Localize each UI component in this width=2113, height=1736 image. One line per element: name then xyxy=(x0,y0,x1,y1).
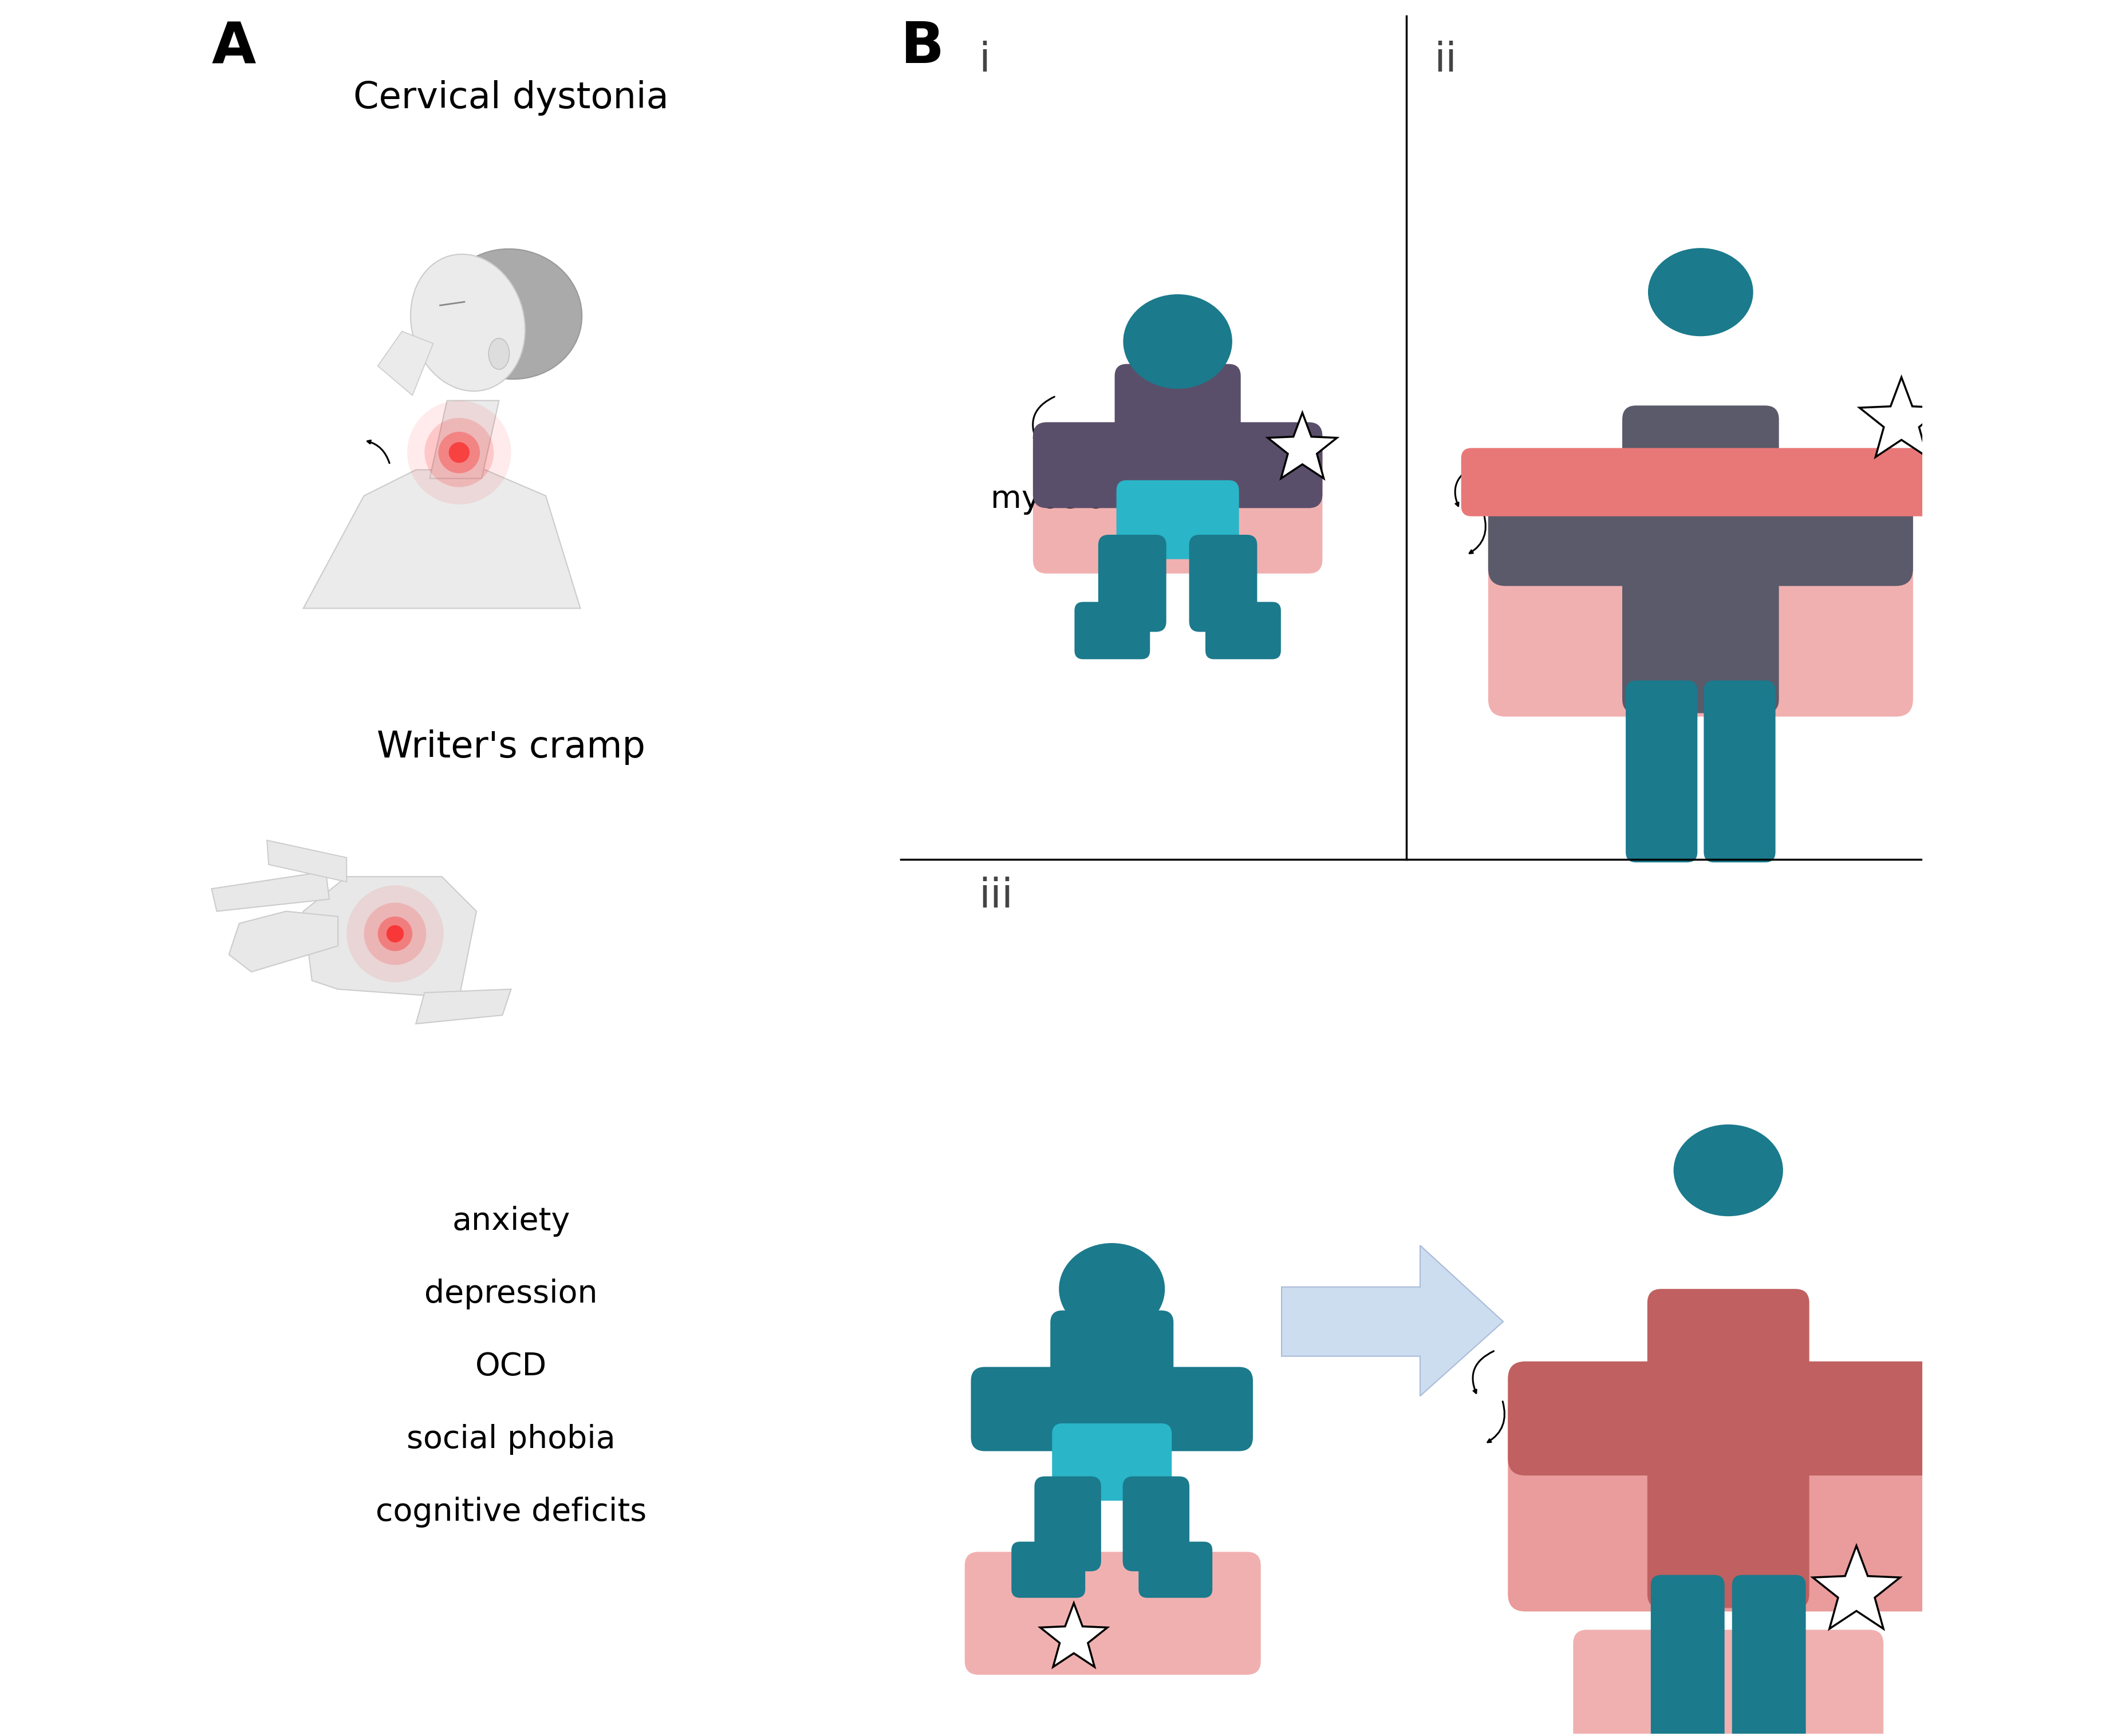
Text: OCD: OCD xyxy=(475,1351,547,1382)
FancyBboxPatch shape xyxy=(1116,481,1238,559)
Polygon shape xyxy=(378,332,433,396)
Polygon shape xyxy=(416,990,511,1024)
Polygon shape xyxy=(429,401,499,479)
FancyBboxPatch shape xyxy=(1122,1476,1190,1571)
Polygon shape xyxy=(1040,1602,1107,1667)
FancyBboxPatch shape xyxy=(1648,1288,1809,1608)
FancyBboxPatch shape xyxy=(1488,503,1912,717)
Text: A: A xyxy=(211,19,256,75)
Text: B: B xyxy=(900,19,945,75)
Text: myoclonus: myoclonus xyxy=(991,484,1162,514)
Text: depression: depression xyxy=(425,1278,598,1309)
Polygon shape xyxy=(304,877,475,998)
Circle shape xyxy=(437,432,480,474)
FancyBboxPatch shape xyxy=(1773,1361,1948,1476)
Circle shape xyxy=(378,917,412,951)
Ellipse shape xyxy=(1124,295,1232,389)
FancyBboxPatch shape xyxy=(1035,1476,1101,1571)
FancyBboxPatch shape xyxy=(1076,602,1149,660)
Ellipse shape xyxy=(440,248,581,378)
Text: i: i xyxy=(978,40,991,80)
FancyBboxPatch shape xyxy=(1743,476,1912,587)
Circle shape xyxy=(448,443,469,464)
Text: social phobia: social phobia xyxy=(406,1424,615,1455)
Text: Writer's cramp: Writer's cramp xyxy=(376,729,644,766)
FancyBboxPatch shape xyxy=(1488,476,1659,587)
Polygon shape xyxy=(1283,1245,1502,1396)
FancyBboxPatch shape xyxy=(1703,681,1775,863)
Ellipse shape xyxy=(1673,1125,1783,1217)
Polygon shape xyxy=(211,871,330,911)
FancyBboxPatch shape xyxy=(1574,1630,1883,1736)
Polygon shape xyxy=(1813,1545,1900,1628)
FancyBboxPatch shape xyxy=(1116,365,1240,512)
Circle shape xyxy=(425,418,494,488)
Circle shape xyxy=(363,903,427,965)
Circle shape xyxy=(347,885,444,983)
FancyBboxPatch shape xyxy=(1509,1361,1684,1476)
FancyBboxPatch shape xyxy=(1052,1424,1173,1500)
Text: iii: iii xyxy=(978,877,1012,917)
FancyBboxPatch shape xyxy=(1211,422,1323,509)
Polygon shape xyxy=(304,470,581,608)
FancyBboxPatch shape xyxy=(1625,681,1697,863)
FancyBboxPatch shape xyxy=(1139,1542,1213,1597)
Circle shape xyxy=(387,925,404,943)
FancyBboxPatch shape xyxy=(1033,432,1323,573)
FancyBboxPatch shape xyxy=(1733,1575,1807,1736)
FancyBboxPatch shape xyxy=(1460,448,1940,516)
FancyBboxPatch shape xyxy=(970,1366,1080,1451)
FancyBboxPatch shape xyxy=(1033,422,1145,509)
FancyBboxPatch shape xyxy=(1509,1392,1948,1611)
Ellipse shape xyxy=(1648,248,1754,337)
FancyBboxPatch shape xyxy=(1012,1542,1086,1597)
Ellipse shape xyxy=(1059,1243,1164,1335)
FancyBboxPatch shape xyxy=(1099,535,1166,632)
Text: cognitive deficits: cognitive deficits xyxy=(376,1496,647,1528)
Polygon shape xyxy=(1268,413,1338,479)
Text: Cervical dystonia: Cervical dystonia xyxy=(353,80,670,116)
Polygon shape xyxy=(228,911,338,972)
Polygon shape xyxy=(1859,377,1944,457)
Text: ii: ii xyxy=(1435,40,1456,80)
FancyBboxPatch shape xyxy=(966,1552,1261,1675)
FancyBboxPatch shape xyxy=(1190,535,1257,632)
FancyBboxPatch shape xyxy=(1623,406,1779,713)
Text: anxiety: anxiety xyxy=(452,1205,571,1236)
Polygon shape xyxy=(266,840,347,882)
FancyBboxPatch shape xyxy=(1143,1366,1253,1451)
Ellipse shape xyxy=(488,339,509,370)
FancyBboxPatch shape xyxy=(1050,1311,1173,1455)
FancyBboxPatch shape xyxy=(1204,602,1280,660)
Circle shape xyxy=(408,401,511,505)
FancyBboxPatch shape xyxy=(1650,1575,1724,1736)
Ellipse shape xyxy=(410,253,524,391)
